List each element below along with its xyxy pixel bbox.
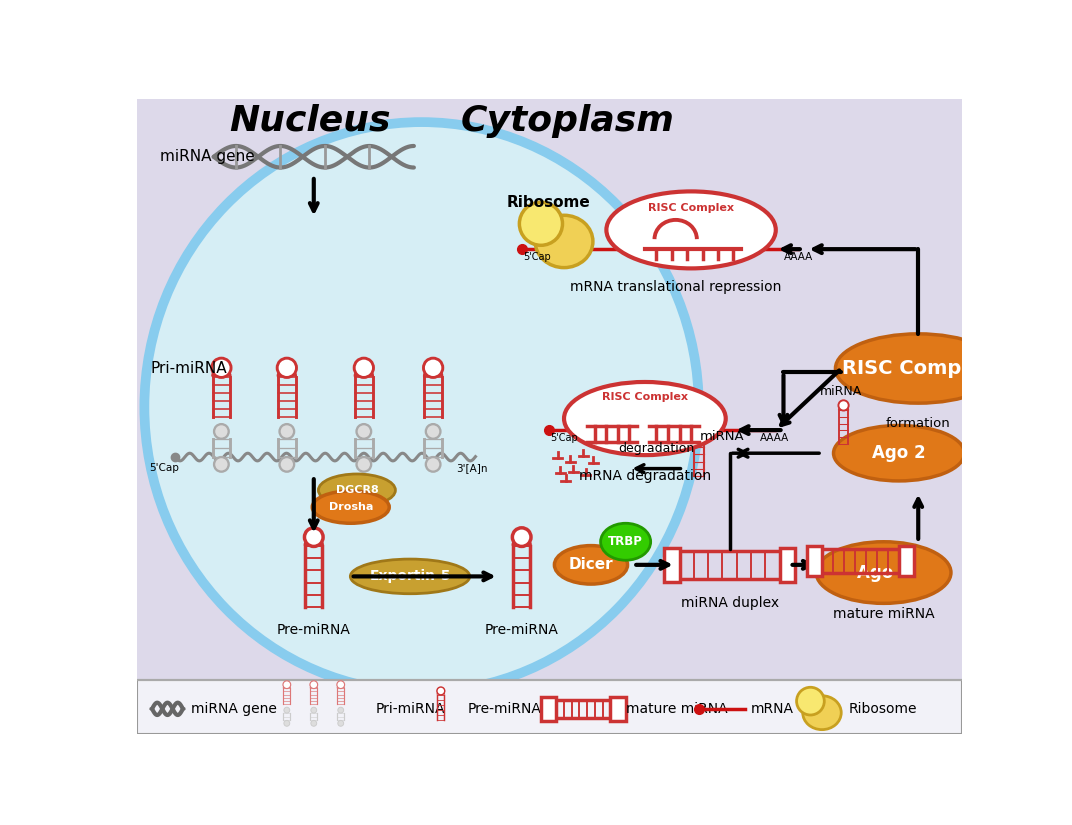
Circle shape	[283, 681, 291, 689]
Text: TRBP: TRBP	[608, 535, 643, 549]
Text: Ago 2: Ago 2	[873, 444, 926, 462]
Text: miRNA gene: miRNA gene	[191, 702, 277, 716]
Circle shape	[354, 358, 373, 378]
Text: DGCR8: DGCR8	[336, 485, 378, 495]
Text: mRNA degradation: mRNA degradation	[579, 469, 711, 483]
Circle shape	[337, 681, 344, 689]
Ellipse shape	[564, 382, 726, 455]
Ellipse shape	[816, 542, 951, 603]
Text: mRNA: mRNA	[751, 702, 794, 716]
Ellipse shape	[607, 191, 776, 268]
Text: degradation: degradation	[619, 441, 695, 455]
Bar	[541, 696, 556, 721]
Text: 5'Cap: 5'Cap	[149, 463, 179, 473]
Text: miRNA: miRNA	[820, 385, 862, 398]
Text: miRNA duplex: miRNA duplex	[681, 596, 778, 610]
Text: RISC Complex: RISC Complex	[601, 392, 688, 402]
Circle shape	[694, 429, 704, 440]
Text: Pri-miRNA: Pri-miRNA	[375, 702, 445, 716]
Text: Pre-miRNA: Pre-miRNA	[467, 702, 541, 716]
Circle shape	[838, 400, 849, 411]
Circle shape	[426, 424, 441, 439]
Text: miRNA gene: miRNA gene	[160, 149, 254, 164]
Text: Ago 2: Ago 2	[857, 563, 910, 582]
Ellipse shape	[835, 334, 1001, 403]
Circle shape	[512, 528, 531, 546]
Circle shape	[437, 687, 445, 695]
Text: miRNA: miRNA	[700, 430, 744, 443]
Circle shape	[311, 707, 316, 713]
Circle shape	[310, 681, 317, 689]
Text: formation: formation	[885, 417, 951, 431]
Text: Nucleus: Nucleus	[229, 104, 390, 138]
Ellipse shape	[535, 215, 593, 267]
Ellipse shape	[554, 545, 627, 584]
Text: Exportin-5: Exportin-5	[369, 569, 451, 583]
Bar	[806, 546, 822, 576]
Circle shape	[284, 707, 289, 713]
Ellipse shape	[803, 695, 842, 729]
Ellipse shape	[351, 559, 470, 594]
Text: AAAA: AAAA	[784, 252, 813, 262]
Circle shape	[278, 358, 297, 378]
Bar	[779, 548, 795, 582]
Circle shape	[338, 720, 344, 726]
Text: mature miRNA: mature miRNA	[833, 607, 935, 621]
Circle shape	[519, 202, 563, 245]
Text: RISC Complex: RISC Complex	[649, 203, 734, 214]
Text: Ribosome: Ribosome	[849, 702, 918, 716]
Text: 5'Cap: 5'Cap	[523, 252, 551, 262]
Text: Pre-miRNA: Pre-miRNA	[277, 623, 351, 637]
Circle shape	[212, 358, 232, 378]
Circle shape	[214, 424, 228, 439]
Bar	[137, 681, 963, 734]
Circle shape	[214, 457, 228, 472]
Bar	[610, 696, 626, 721]
Circle shape	[304, 528, 323, 546]
Text: Drosha: Drosha	[328, 502, 373, 512]
Text: 5'Cap: 5'Cap	[550, 433, 578, 443]
Text: mature miRNA: mature miRNA	[626, 702, 727, 716]
Text: Ribosome: Ribosome	[507, 196, 591, 210]
Circle shape	[796, 687, 824, 715]
Text: Dicer: Dicer	[568, 558, 613, 573]
Text: Pri-miRNA: Pri-miRNA	[150, 361, 227, 376]
Text: 3'[A]n: 3'[A]n	[456, 463, 488, 473]
Circle shape	[280, 424, 294, 439]
Ellipse shape	[145, 122, 699, 692]
Text: Cytoplasm: Cytoplasm	[461, 104, 674, 138]
Bar	[899, 546, 914, 576]
Ellipse shape	[312, 491, 389, 523]
Text: Pre-miRNA: Pre-miRNA	[485, 623, 559, 637]
Circle shape	[280, 457, 294, 472]
Bar	[665, 548, 680, 582]
Circle shape	[357, 424, 371, 439]
Text: AAAA: AAAA	[760, 433, 790, 443]
Circle shape	[426, 457, 441, 472]
Circle shape	[311, 720, 316, 726]
Ellipse shape	[600, 523, 651, 560]
Text: mRNA translational repression: mRNA translational repression	[570, 280, 781, 294]
Circle shape	[357, 457, 371, 472]
Ellipse shape	[318, 474, 396, 507]
Circle shape	[338, 707, 344, 713]
Circle shape	[284, 720, 289, 726]
Circle shape	[423, 358, 443, 378]
Text: RISC Complex: RISC Complex	[843, 359, 994, 378]
Ellipse shape	[834, 426, 965, 481]
